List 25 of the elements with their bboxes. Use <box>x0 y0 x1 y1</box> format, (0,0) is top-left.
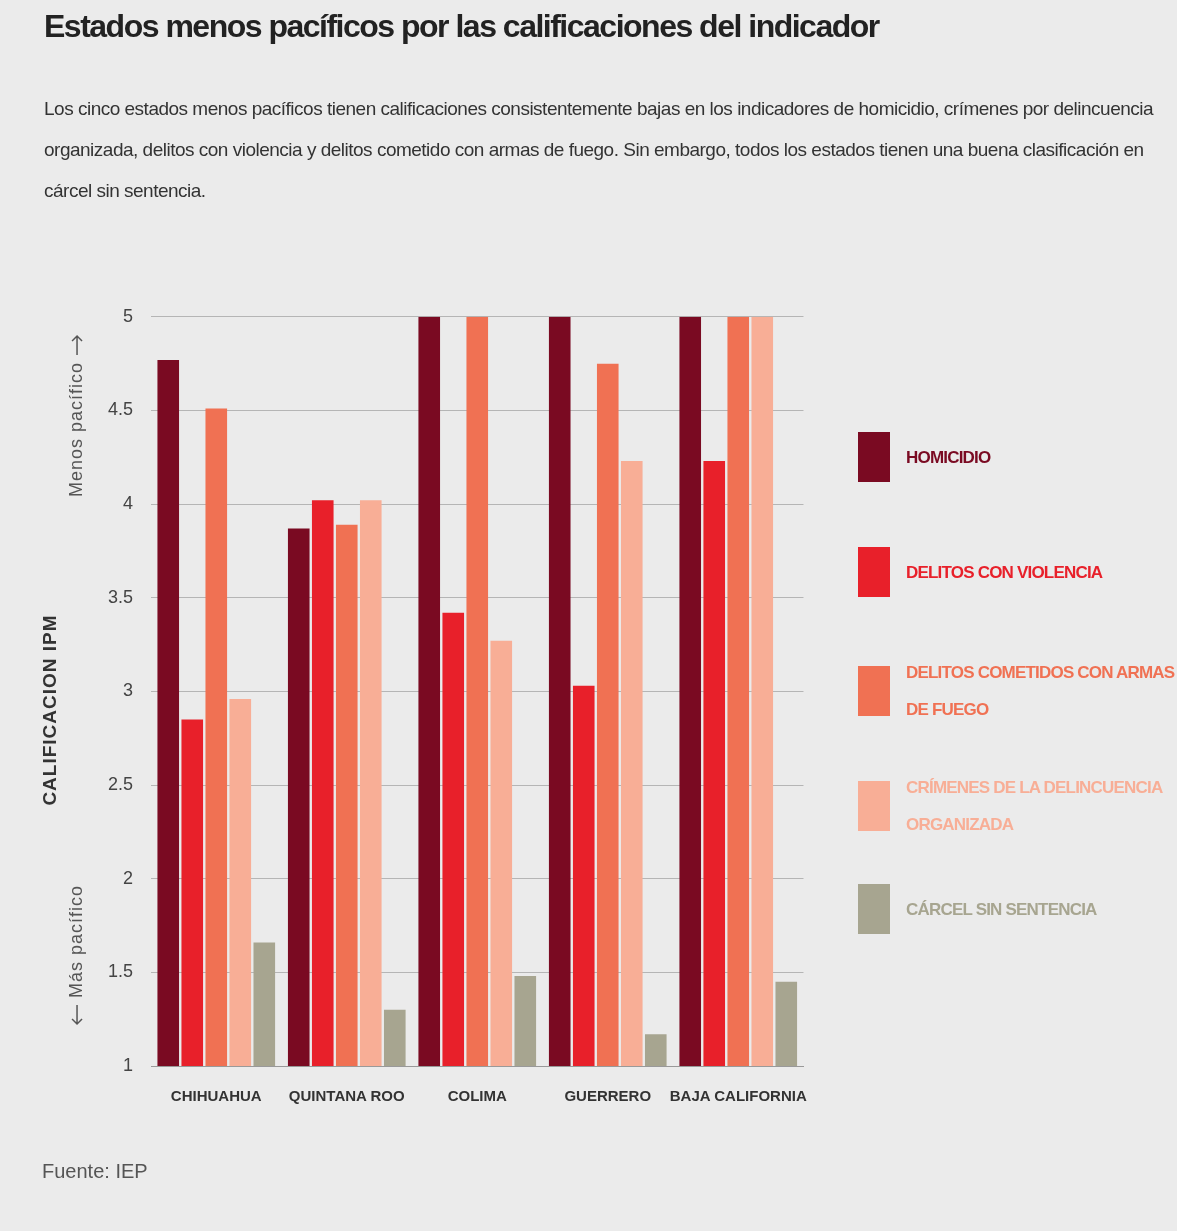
text: HOMICIDIO <box>906 446 992 469</box>
text: CRÍMENES DE LA DELINCUENCIA ORGANIZADA <box>906 777 1164 836</box>
y-tick-label: 1 <box>123 1054 134 1075</box>
y-axis-title: CALIFICACION IPM <box>39 614 61 806</box>
text: Menos pacífico <box>66 361 87 497</box>
source-note: Fuente: IEP <box>42 1160 148 1183</box>
y-tick-label: 3.5 <box>107 586 134 607</box>
y-tick-label: 1.5 <box>107 961 134 982</box>
chart-subtitle: Los cinco estados menos pacíficos tienen calificaciones consistentemente bajas en los indicadores de homicidio, crímenes por delincuencia organizada, delitos con violencia y delitos cometido con armas de fuego. Sin embargo, todos los estados tienen una buena clasificación en cárcel sin sentencia. <box>44 97 1155 203</box>
text: CÁRCEL SIN SENTENCIA <box>906 898 1098 921</box>
x-tick-label: COLIMA <box>447 1087 507 1105</box>
text: DELITOS CON VIOLENCIA <box>906 561 1104 584</box>
x-tick-label: GUERRERO <box>564 1087 652 1105</box>
x-tick-label: CHIHUAHUA <box>170 1087 262 1105</box>
text: Más pacífico <box>66 884 87 998</box>
x-tick-label: BAJA CALIFORNIA <box>669 1087 807 1105</box>
text: DELITOS COMETIDOS CON ARMAS DE FUEGO <box>906 662 1176 721</box>
y-tick-label: 5 <box>123 305 134 326</box>
y-tick-label: 2 <box>123 867 134 888</box>
chart-title: Estados menos pacíficos por las calificaciones del indicador <box>44 8 879 45</box>
y-tick-label: 4.5 <box>107 399 134 420</box>
x-tick-label: QUINTANA ROO <box>288 1087 406 1105</box>
y-tick-label: 3 <box>123 680 134 701</box>
y-tick-label: 4 <box>123 493 134 514</box>
y-tick-label: 2.5 <box>107 774 134 795</box>
